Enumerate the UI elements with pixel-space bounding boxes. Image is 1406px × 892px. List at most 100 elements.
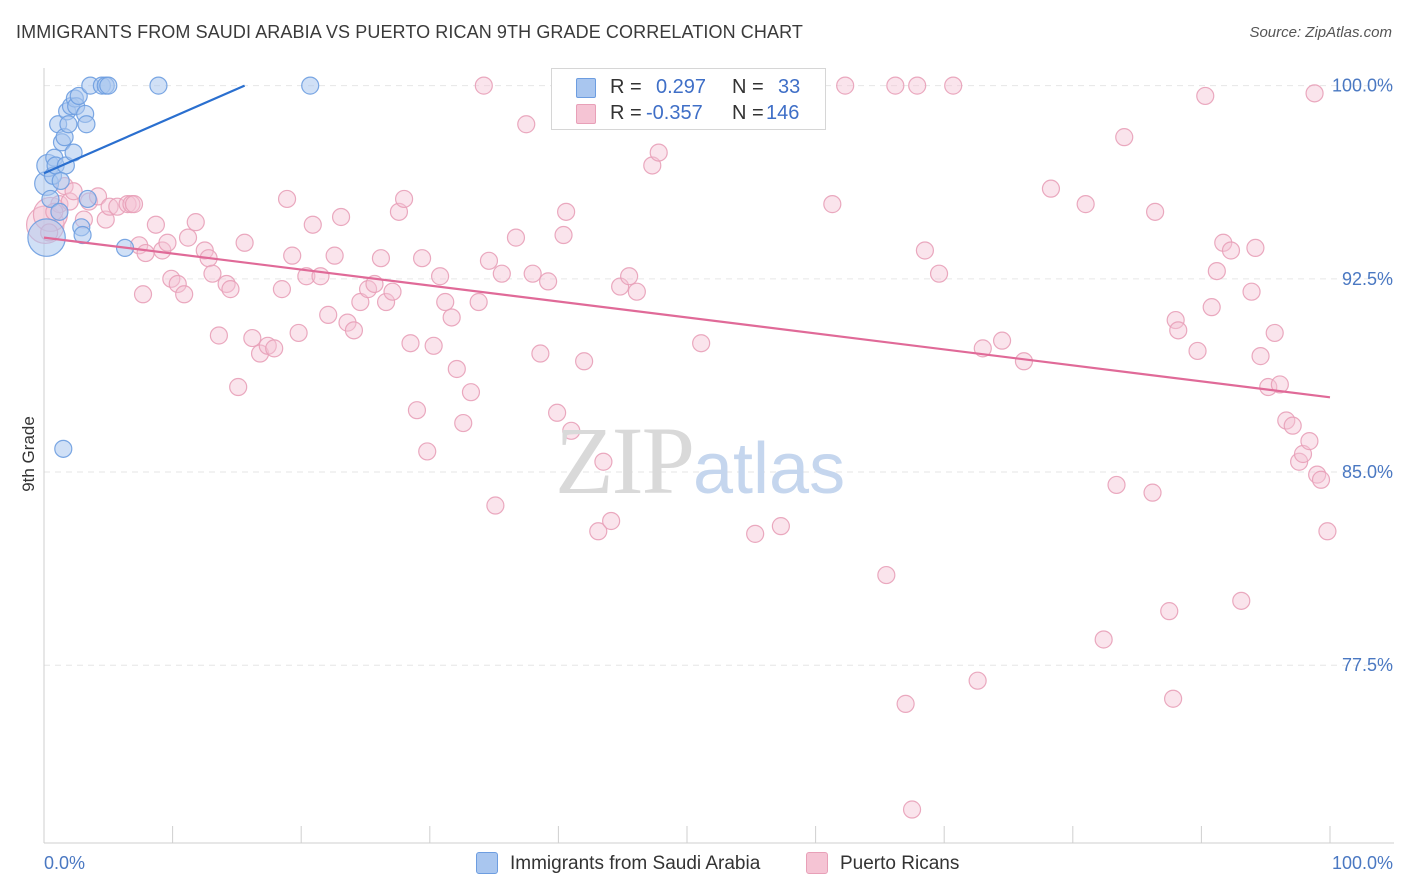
saudi-point [59,115,78,134]
puerto-rican-point [1143,483,1162,502]
puerto-rican-point [823,195,842,214]
puerto-rican-point [454,413,473,433]
puerto-rican-point [575,352,594,371]
puerto-rican-point [376,292,396,312]
bottom-legend-swatch-pink [806,852,828,874]
puerto-rican-point [1160,602,1179,621]
y-tick-label: 92.5% [1342,269,1393,289]
legend-r-value: -0.357 [646,102,703,124]
puerto-rican-point [178,228,198,247]
puerto-rican-point [394,189,414,209]
puerto-rican-point [523,264,542,283]
puerto-rican-point [1196,86,1215,106]
gridlines [44,85,1394,666]
puerto-rican-point [283,246,302,265]
puerto-rican-point [1305,84,1324,103]
legend-swatch-pink [576,104,596,124]
puerto-rican-point [1188,341,1207,361]
legend-n-label: N = [732,102,764,124]
puerto-rican-point [474,76,493,95]
puerto-rican-point [1318,522,1337,541]
puerto-rican-point [407,401,427,420]
legend-r-value: 0.297 [656,76,707,98]
puerto-rican-point [1076,195,1095,214]
puerto-rican-point [836,76,855,95]
axes [43,68,1394,844]
puerto-rican-point [383,282,402,301]
puerto-rican-point [539,272,558,291]
saudi-point [149,76,168,95]
puerto-rican-point [896,694,915,713]
puerto-rican-point [250,344,270,363]
puerto-rican-point [303,215,322,234]
y-axis-title: 9th Grade [19,416,38,492]
saudi-point [51,171,70,191]
chart-title: IMMIGRANTS FROM SAUDI ARABIA VS PUERTO R… [16,22,803,42]
puerto-rican-point [1166,310,1185,330]
legend-r-label: R = [610,76,642,98]
puerto-rican-point [265,339,284,358]
trend-lines [43,84,1331,399]
puerto-rican-point [1232,591,1251,610]
puerto-rican-point [908,76,927,95]
puerto-rican-point [401,334,420,353]
saudi-point [73,225,92,245]
puerto-rican-point [146,215,165,234]
puerto-rican-point [557,202,576,221]
puerto-rican-point [562,421,581,440]
puerto-rican-point [168,274,187,294]
puerto-rican-point [325,246,344,265]
watermark-zip: ZIP [555,407,695,514]
puerto-rican-point [746,524,765,543]
legend-n-value: 146 [766,102,800,124]
puerto-rican-point [902,800,922,819]
puerto-rican-point [554,225,573,245]
saudi-point [99,76,118,95]
puerto-rican-point [203,264,222,283]
puerto-rican-point [620,267,639,286]
saudi-point [301,76,320,95]
puerto-rican-point [1169,321,1188,340]
puerto-rican-point [1207,261,1226,281]
puerto-rican-point [344,321,364,340]
puerto-rican-point [469,292,488,312]
puerto-rican-trend-line [43,236,1331,399]
puerto-rican-point [124,195,144,214]
x-tick-label: 0.0% [44,853,85,873]
puerto-rican-point [1251,347,1270,366]
puerto-rican-point [479,251,499,270]
puerto-rican-point [319,305,338,324]
puerto-rican-point [1246,238,1265,258]
puerto-rican-point [1265,323,1284,343]
puerto-rican-point [589,522,608,541]
puerto-rican-point [371,249,391,268]
saudi-point [41,189,60,209]
correlation-legend: R = 0.297 N = 33 R = -0.357 N = 146 [551,68,826,130]
puerto-rican-point [929,264,949,283]
puerto-rican-point [229,377,248,397]
puerto-rican-point [594,452,613,471]
bottom-legend-label: Immigrants from Saudi Arabia [510,853,761,874]
puerto-rican-point [297,267,316,286]
puerto-rican-point [186,213,205,232]
puerto-rican-point [133,285,153,304]
puerto-rican-point [243,328,262,348]
puerto-rican-point [272,280,292,299]
puerto-rican-point [64,182,83,201]
y-tick-label: 85.0% [1342,462,1393,482]
puerto-rican-point [486,496,505,515]
puerto-rican-point [442,308,461,327]
saudi-point [77,115,96,134]
puerto-rican-point [1311,470,1331,489]
puerto-rican-point [968,671,987,690]
saudi-point [54,439,73,458]
y-tick-label: 100.0% [1332,76,1393,96]
puerto-rican-point [1221,241,1241,260]
puerto-rican-point [771,517,790,536]
puerto-rican-point [430,267,450,286]
legend-n-label: N = [732,76,764,98]
puerto-rican-point [627,282,646,301]
saudi-point [69,86,88,106]
legend-r-label: R = [610,102,642,124]
puerto-rican-point [209,326,228,345]
